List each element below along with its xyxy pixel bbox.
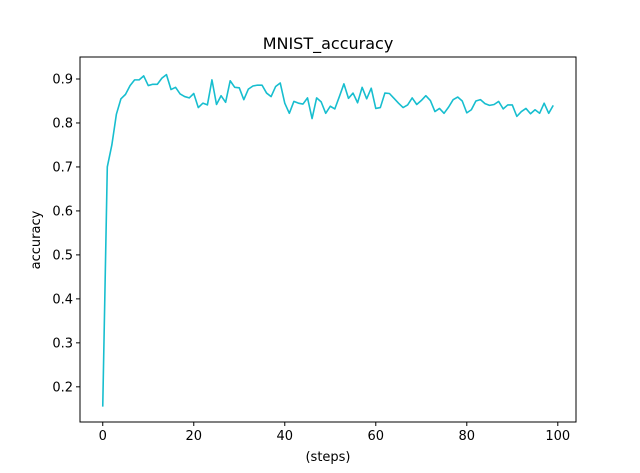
x-tick-label: 40 [276, 429, 293, 444]
plot-area [101, 73, 554, 407]
x-axis: 0 20 40 60 80 100 [99, 422, 570, 444]
x-tick-label: 100 [545, 429, 570, 444]
x-tick-label: 60 [368, 429, 385, 444]
y-tick-label: 0.5 [52, 248, 73, 263]
accuracy-series-line [101, 73, 554, 407]
y-axis-label: accuracy [29, 210, 44, 269]
y-tick-label: 0.6 [52, 204, 73, 219]
y-tick-label: 0.9 [52, 72, 73, 87]
y-tick-label: 0.8 [52, 116, 73, 131]
chart-title: MNIST_accuracy [263, 34, 394, 54]
y-tick-label: 0.7 [52, 160, 73, 175]
x-tick-label: 20 [185, 429, 202, 444]
y-tick-label: 0.2 [52, 380, 73, 395]
x-tick-label: 0 [99, 429, 107, 444]
x-tick-label: 80 [459, 429, 476, 444]
x-axis-label: (steps) [305, 450, 350, 465]
y-tick-label: 0.4 [52, 292, 73, 307]
y-axis: 0.2 0.3 0.4 0.5 0.6 0.7 0.8 0.9 [52, 72, 80, 395]
y-tick-label: 0.3 [52, 336, 73, 351]
plot-frame [79, 56, 577, 423]
